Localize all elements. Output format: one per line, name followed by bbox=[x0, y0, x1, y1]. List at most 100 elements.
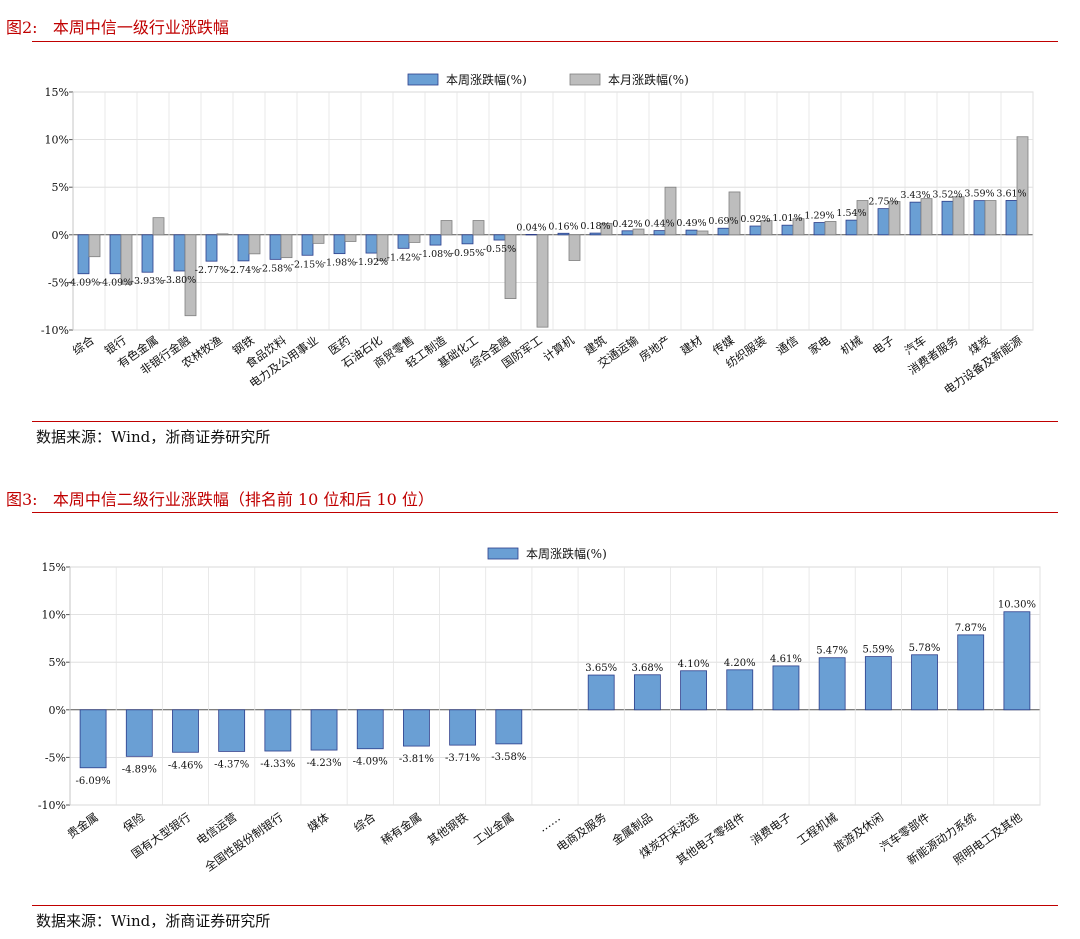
chart2-bar-weekly bbox=[403, 709, 430, 747]
chart1-category-label: 通信 bbox=[774, 333, 801, 358]
chart2-category-label: 消费电子 bbox=[748, 810, 794, 848]
chart1-bar-weekly bbox=[845, 219, 858, 236]
chart1-data-label: 1.54% bbox=[836, 208, 866, 219]
chart1-category-label: 计算机 bbox=[540, 333, 577, 365]
chart1-bar-monthly bbox=[824, 221, 837, 236]
chart1-bar-monthly bbox=[856, 200, 869, 236]
chart2-y-tick-label: 5% bbox=[49, 656, 66, 669]
chart2-category-label: 保险 bbox=[120, 810, 147, 835]
chart1-bar-weekly bbox=[301, 234, 314, 256]
chart2-data-label: -4.89% bbox=[122, 764, 157, 775]
chart2-data-label: -4.23% bbox=[306, 758, 341, 769]
chart1-data-label: 3.61% bbox=[996, 188, 1026, 199]
chart1-y-tick-label: 0% bbox=[52, 229, 69, 242]
chart1-bar-weekly bbox=[877, 208, 890, 236]
chart2-bar-weekly bbox=[495, 709, 523, 745]
chart2-bar-weekly bbox=[864, 656, 892, 711]
chart1-bar-monthly bbox=[728, 191, 741, 236]
chart1-bar-monthly bbox=[504, 234, 517, 299]
figure3-source: 数据来源：Wind，浙商证券研究所 bbox=[36, 912, 271, 930]
chart2-data-label: 7.87% bbox=[955, 623, 987, 634]
chart2-bar-weekly bbox=[911, 654, 938, 711]
chart2-bar-weekly bbox=[449, 709, 477, 746]
chart-industry-level2: 15% 10% 5% 0% -5% -10% -6.09% -4.89% -4.46% -4.37… bbox=[38, 546, 1041, 874]
chart2-category-label: …… bbox=[536, 810, 563, 835]
chart1-bar-weekly bbox=[77, 234, 90, 275]
chart1-data-label: -2.15% bbox=[291, 259, 324, 270]
chart1-bar-weekly bbox=[333, 234, 346, 255]
chart1-category-label: 综合 bbox=[70, 333, 97, 358]
chart2-bar-weekly bbox=[633, 674, 661, 711]
chart1-bar-weekly bbox=[589, 232, 602, 236]
chart1-bar-monthly bbox=[888, 201, 901, 236]
chart1-category-label: 电子 bbox=[870, 333, 897, 358]
chart2-bar-weekly bbox=[125, 709, 153, 757]
chart2-data-label: 5.47% bbox=[816, 646, 848, 657]
chart1-bar-weekly bbox=[173, 234, 186, 272]
chart1-bar-monthly bbox=[88, 234, 101, 258]
chart1-data-label: -3.80% bbox=[163, 275, 196, 286]
chart1-bar-monthly bbox=[344, 234, 357, 242]
chart1-bar-monthly bbox=[696, 230, 709, 236]
chart1-data-label: 0.04% bbox=[516, 222, 546, 233]
chart2-bar-weekly bbox=[1003, 611, 1031, 711]
chart1-category-label: 家电 bbox=[806, 333, 833, 358]
chart1-data-label: 0.16% bbox=[548, 221, 578, 232]
chart1-bar-weekly bbox=[781, 224, 794, 236]
chart1-data-label: 1.01% bbox=[772, 213, 802, 224]
chart1-bar-weekly bbox=[621, 230, 634, 236]
chart1-legend-label: 本月涨跌幅(%) bbox=[608, 72, 689, 87]
chart1-category-label: 建材 bbox=[678, 333, 705, 358]
chart1-data-label: -2.74% bbox=[227, 265, 260, 276]
chart1-bar-weekly bbox=[237, 234, 250, 262]
chart2-data-label: -3.81% bbox=[399, 754, 434, 765]
chart2-bar-weekly bbox=[726, 669, 754, 711]
chart2-data-label: -4.33% bbox=[260, 759, 295, 770]
chart1-data-label: -0.95% bbox=[451, 248, 484, 259]
chart1-legend-label: 本周涨跌幅(%) bbox=[446, 72, 527, 87]
chart1-bar-monthly bbox=[760, 220, 773, 236]
chart1-bar-monthly bbox=[408, 234, 421, 243]
chart2-category-label: 工业金属 bbox=[471, 810, 517, 848]
chart1-data-label: -1.42% bbox=[387, 252, 420, 263]
chart1-category-label: 房地产 bbox=[636, 333, 672, 364]
chart1-bar-weekly bbox=[397, 234, 410, 249]
chart2-data-label: -4.37% bbox=[214, 759, 249, 770]
chart1-bar-monthly bbox=[1016, 136, 1029, 236]
chart1-bar-weekly bbox=[749, 225, 762, 236]
chart2-bar-weekly bbox=[957, 634, 985, 711]
chart2-y-tick-label: -10% bbox=[38, 799, 66, 812]
chart1-data-label: 0.92% bbox=[740, 214, 770, 225]
chart1-data-label: -3.93% bbox=[131, 276, 164, 287]
figure3-label: 图3: bbox=[6, 490, 38, 509]
chart1-bar-monthly bbox=[536, 234, 549, 328]
chart1-bar-monthly bbox=[120, 234, 133, 285]
chart1-bar-monthly bbox=[952, 196, 965, 236]
chart2-bar-weekly bbox=[680, 670, 707, 711]
chart1-bar-weekly bbox=[525, 234, 538, 236]
chart1-data-label: 3.43% bbox=[900, 190, 930, 201]
chart1-data-label: -2.77% bbox=[195, 265, 228, 276]
chart1-bar-monthly bbox=[152, 217, 165, 236]
chart2-bar-weekly bbox=[310, 709, 338, 751]
figure3-top-rule bbox=[32, 512, 1058, 513]
chart1-data-label: 0.44% bbox=[644, 219, 674, 230]
chart1-bar-monthly bbox=[664, 186, 677, 236]
chart1-bar-monthly bbox=[600, 222, 613, 236]
chart2-data-label: -3.58% bbox=[491, 752, 526, 763]
chart1-bar-weekly bbox=[909, 201, 922, 236]
chart1-y-tick-label: -5% bbox=[48, 276, 69, 289]
chart2-category-label: 稀有金属 bbox=[378, 810, 424, 848]
chart2-data-label: 4.10% bbox=[678, 659, 710, 670]
chart1-data-label: -2.58% bbox=[259, 263, 292, 274]
chart1-y-tick-label: 5% bbox=[52, 181, 69, 194]
figure2-top-rule bbox=[32, 41, 1058, 42]
chart1-y-tick-label: 10% bbox=[45, 134, 69, 147]
chart1-bar-weekly bbox=[429, 234, 442, 246]
chart1-bar-monthly bbox=[984, 200, 997, 236]
chart2-category-label: 电商及服务 bbox=[554, 810, 610, 855]
chart1-bar-monthly bbox=[248, 234, 261, 255]
chart1-bar-monthly bbox=[792, 218, 805, 236]
chart2-category-label: 媒体 bbox=[305, 810, 332, 835]
figure2-bottom-rule bbox=[32, 421, 1058, 422]
